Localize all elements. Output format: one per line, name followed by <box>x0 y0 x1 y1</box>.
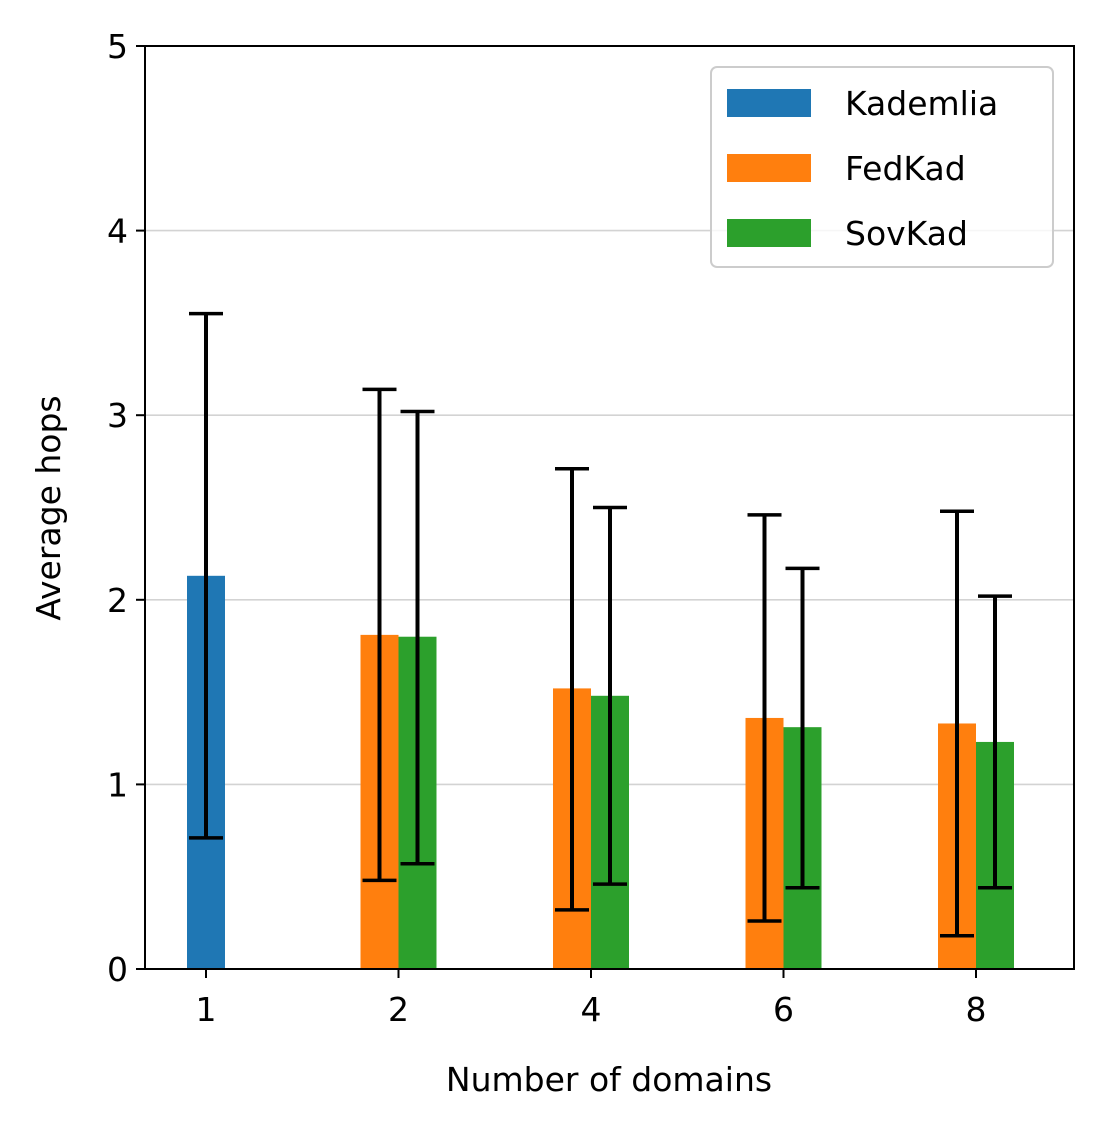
y-tick-label: 2 <box>107 581 128 620</box>
x-tick-label: 1 <box>196 990 217 1029</box>
legend-swatch-kademlia <box>727 89 811 117</box>
y-tick-label: 3 <box>107 396 128 435</box>
legend-swatch-sovkad <box>727 219 811 247</box>
legend-swatch-fedkad <box>727 154 811 182</box>
y-tick-label: 4 <box>107 212 128 251</box>
legend-label-fedkad: FedKad <box>845 149 966 188</box>
y-axis-label: Average hops <box>29 395 68 620</box>
x-tick-label: 2 <box>388 990 409 1029</box>
legend-label-sovkad: SovKad <box>845 214 968 253</box>
x-axis: 1 2 4 6 8 <box>196 969 987 1029</box>
legend: Kademlia FedKad SovKad <box>710 66 1054 268</box>
y-tick-label: 5 <box>107 27 128 66</box>
error-bars <box>189 311 1012 938</box>
x-tick-label: 6 <box>773 990 794 1029</box>
y-tick-label: 0 <box>107 950 128 989</box>
x-tick-label: 8 <box>966 990 987 1029</box>
x-axis-label: Number of domains <box>446 1060 772 1099</box>
y-axis: 0 1 2 3 4 5 <box>107 27 145 989</box>
x-tick-label: 4 <box>581 990 602 1029</box>
plot-frame <box>144 45 1075 970</box>
legend-label-kademlia: Kademlia <box>845 84 998 123</box>
y-tick-label: 1 <box>107 765 128 804</box>
